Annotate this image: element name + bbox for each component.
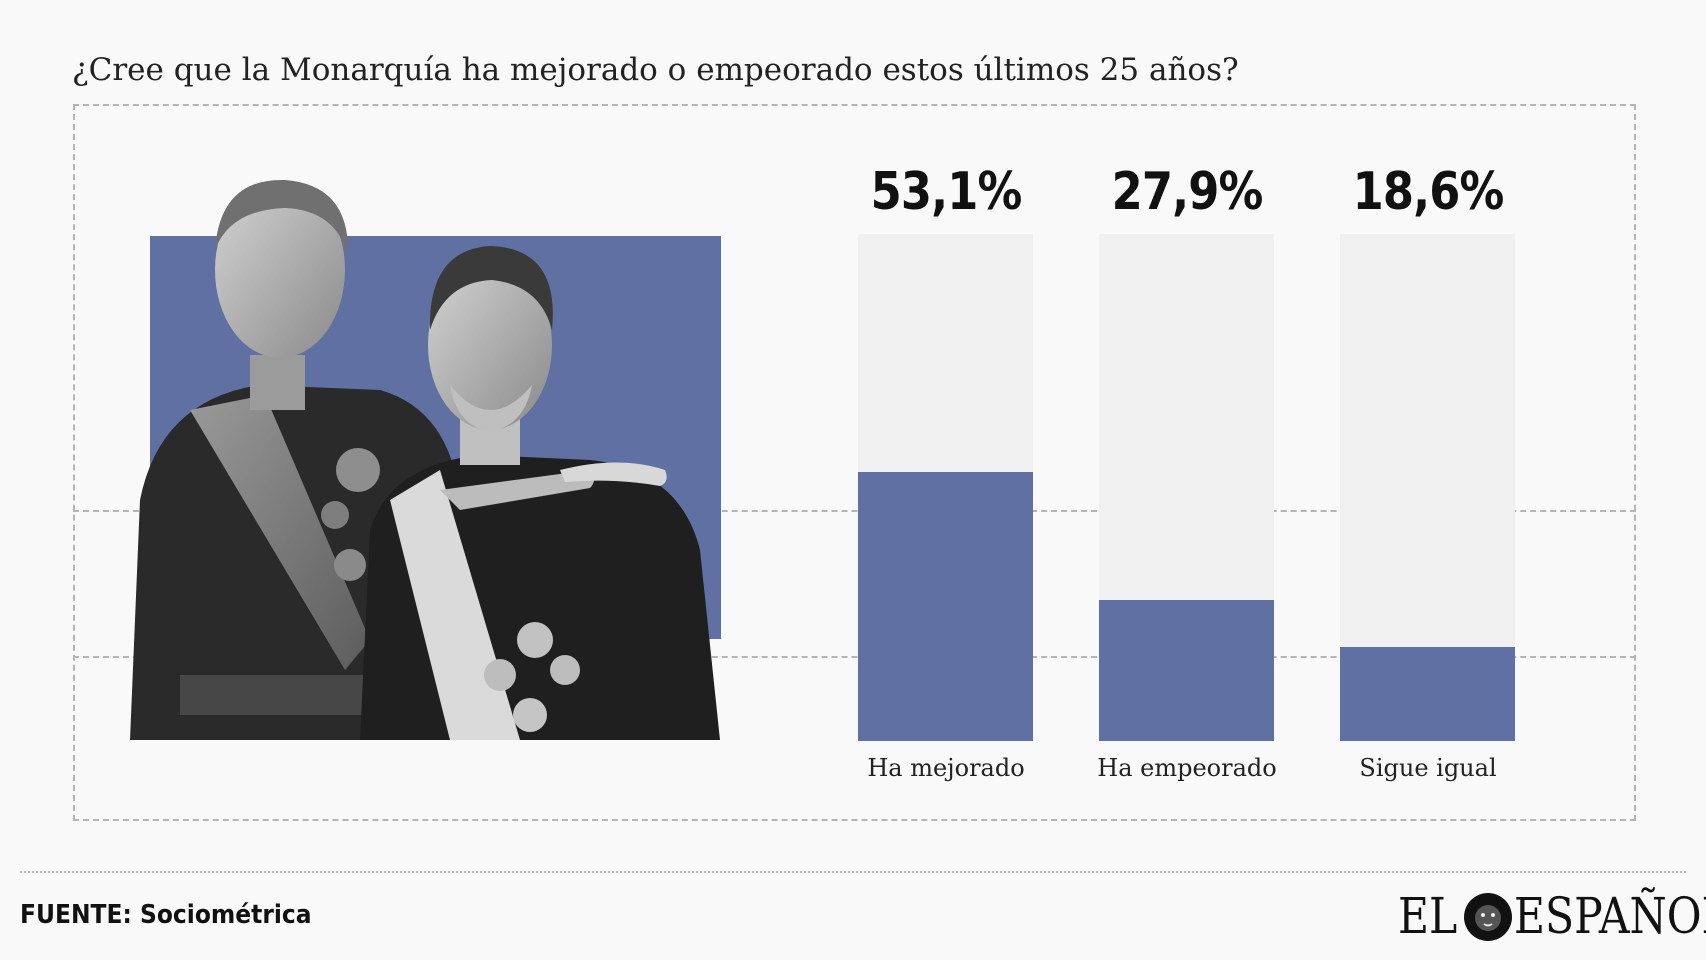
right-figure: [360, 246, 720, 740]
chart-title: ¿Cree que la Monarquía ha mejorado o emp…: [72, 52, 1239, 88]
gridline: [73, 510, 1636, 512]
portrait-photo: [130, 179, 720, 740]
category-label: Ha mejorado: [867, 754, 1025, 782]
bar: [1340, 646, 1515, 741]
category-label: Sigue igual: [1359, 754, 1497, 782]
bar-value-label: 53,1%: [870, 162, 1023, 222]
bar-value-label: 18,6%: [1352, 162, 1505, 222]
source-label: FUENTE: Sociométrica: [20, 900, 312, 930]
lion-head-icon: [1464, 893, 1512, 941]
brand-logo[interactable]: EL ESPAÑOL: [1398, 885, 1706, 947]
bar-track: [858, 234, 1033, 741]
logo-text-right: ESPAÑOL: [1514, 887, 1706, 945]
bar: [1099, 599, 1274, 741]
category-label: Ha empeorado: [1097, 754, 1277, 782]
bar-value-label: 27,9%: [1111, 162, 1264, 222]
bar-track: [1099, 234, 1274, 741]
bar-track: [1340, 234, 1515, 741]
logo-text-left: EL: [1398, 887, 1458, 945]
footer-divider: [20, 871, 1686, 873]
chart-frame: [73, 104, 1636, 821]
bar: [858, 471, 1033, 741]
gridline: [73, 656, 1636, 658]
